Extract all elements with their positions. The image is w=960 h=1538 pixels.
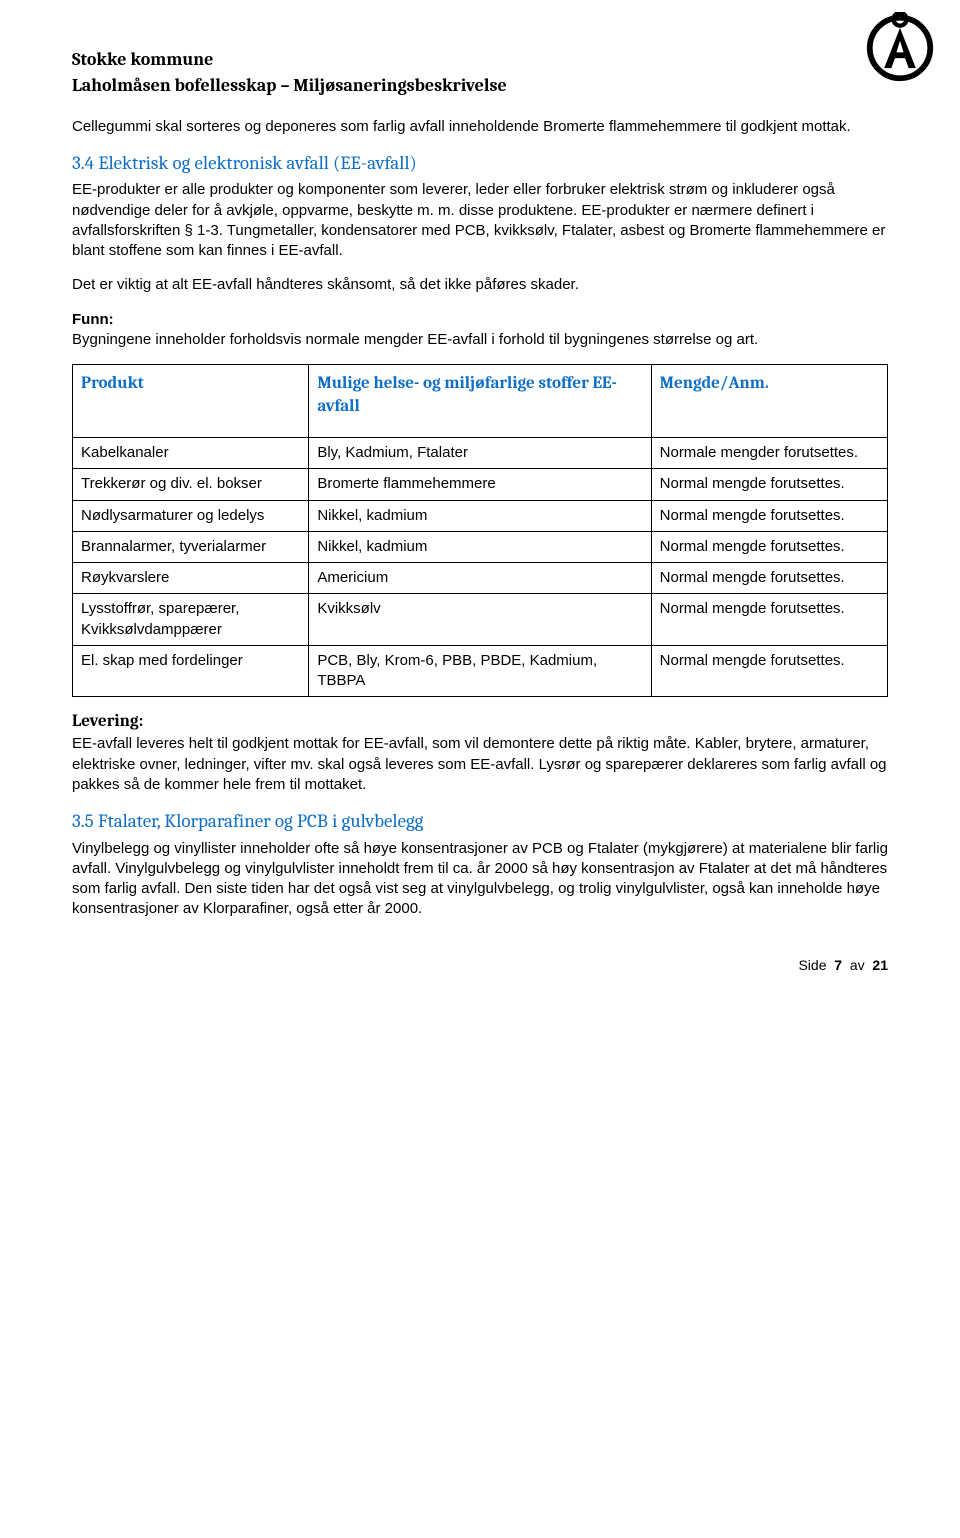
table-row: Trekkerør og div. el. bokserBromerte fla… [73, 469, 888, 500]
page-footer: Side 7 av 21 [72, 956, 888, 975]
footer-sep: av [850, 957, 865, 973]
section-3-4-heading: 3.4 Elektrisk og elektronisk avfall (EE-… [72, 151, 888, 177]
table-row: El. skap med fordelingerPCB, Bly, Krom-6… [73, 645, 888, 697]
section-3-4-para1: EE-produkter er alle produkter og kompon… [72, 180, 888, 261]
table-cell: Nikkel, kadmium [309, 500, 651, 531]
table-cell: Normal mengde forutsettes. [651, 594, 887, 646]
table-row: Nødlysarmaturer og ledelysNikkel, kadmiu… [73, 500, 888, 531]
table-cell: PCB, Bly, Krom-6, PBB, PBDE, Kadmium, TB… [309, 645, 651, 697]
ee-products-table: Produkt Mulige helse- og miljøfarlige st… [72, 364, 888, 697]
table-row: KabelkanalerBly, Kadmium, FtalaterNormal… [73, 438, 888, 469]
header-title-block: Stokke kommune Laholmåsen bofellesskap –… [72, 48, 864, 99]
table-header-row: Produkt Mulige helse- og miljøfarlige st… [73, 365, 888, 438]
th-mengde: Mengde/Anm. [651, 365, 887, 438]
footer-current-page: 7 [834, 957, 842, 973]
table-row: RøykvarslereAmericiumNormal mengde forut… [73, 563, 888, 594]
table-cell: Kabelkanaler [73, 438, 309, 469]
header-line2: Laholmåsen bofellesskap – Miljøsanerings… [72, 74, 864, 98]
table-cell: Americium [309, 563, 651, 594]
table-cell: Normale mengder forutsettes. [651, 438, 887, 469]
footer-prefix: Side [798, 957, 826, 973]
header-line1: Stokke kommune [72, 48, 864, 72]
section-3-4-para2: Det er viktig at alt EE-avfall håndteres… [72, 275, 888, 295]
section-3-5-heading: 3.5 Ftalater, Klorparafiner og PCB i gul… [72, 809, 888, 835]
table-cell: Kvikksølv [309, 594, 651, 646]
table-cell: Trekkerør og div. el. bokser [73, 469, 309, 500]
table-cell: Nikkel, kadmium [309, 531, 651, 562]
footer-total-pages: 21 [872, 957, 888, 973]
section-3-5-para1: Vinylbelegg og vinyllister inneholder of… [72, 839, 888, 920]
table-cell: El. skap med fordelinger [73, 645, 309, 697]
table-cell: Normal mengde forutsettes. [651, 500, 887, 531]
table-cell: Normal mengde forutsettes. [651, 563, 887, 594]
table-cell: Lysstoffrør, sparepærer, Kvikksølvdamppæ… [73, 594, 309, 646]
levering-label: Levering: [72, 712, 143, 731]
page-header: Stokke kommune Laholmåsen bofellesskap –… [72, 48, 888, 99]
levering-text: EE-avfall leveres helt til godkjent mott… [72, 735, 887, 793]
funn-label: Funn: [72, 311, 114, 328]
table-cell: Normal mengde forutsettes. [651, 469, 887, 500]
table-cell: Bly, Kadmium, Ftalater [309, 438, 651, 469]
levering-block: Levering: EE-avfall leveres helt til god… [72, 711, 888, 795]
table-cell: Normal mengde forutsettes. [651, 645, 887, 697]
table-cell: Bromerte flammehemmere [309, 469, 651, 500]
table-cell: Normal mengde forutsettes. [651, 531, 887, 562]
funn-block: Funn: Bygningene inneholder forholdsvis … [72, 310, 888, 351]
table-cell: Brannalarmer, tyverialarmer [73, 531, 309, 562]
th-stoffer: Mulige helse- og miljøfarlige stoffer EE… [309, 365, 651, 438]
table-row: Brannalarmer, tyverialarmerNikkel, kadmi… [73, 531, 888, 562]
th-produkt: Produkt [73, 365, 309, 438]
table-cell: Røykvarslere [73, 563, 309, 594]
table-row: Lysstoffrør, sparepærer, Kvikksølvdamppæ… [73, 594, 888, 646]
table-cell: Nødlysarmaturer og ledelys [73, 500, 309, 531]
company-logo-icon [864, 12, 936, 84]
funn-text: Bygningene inneholder forholdsvis normal… [72, 331, 758, 348]
intro-paragraph: Cellegummi skal sorteres og deponeres so… [72, 117, 888, 137]
